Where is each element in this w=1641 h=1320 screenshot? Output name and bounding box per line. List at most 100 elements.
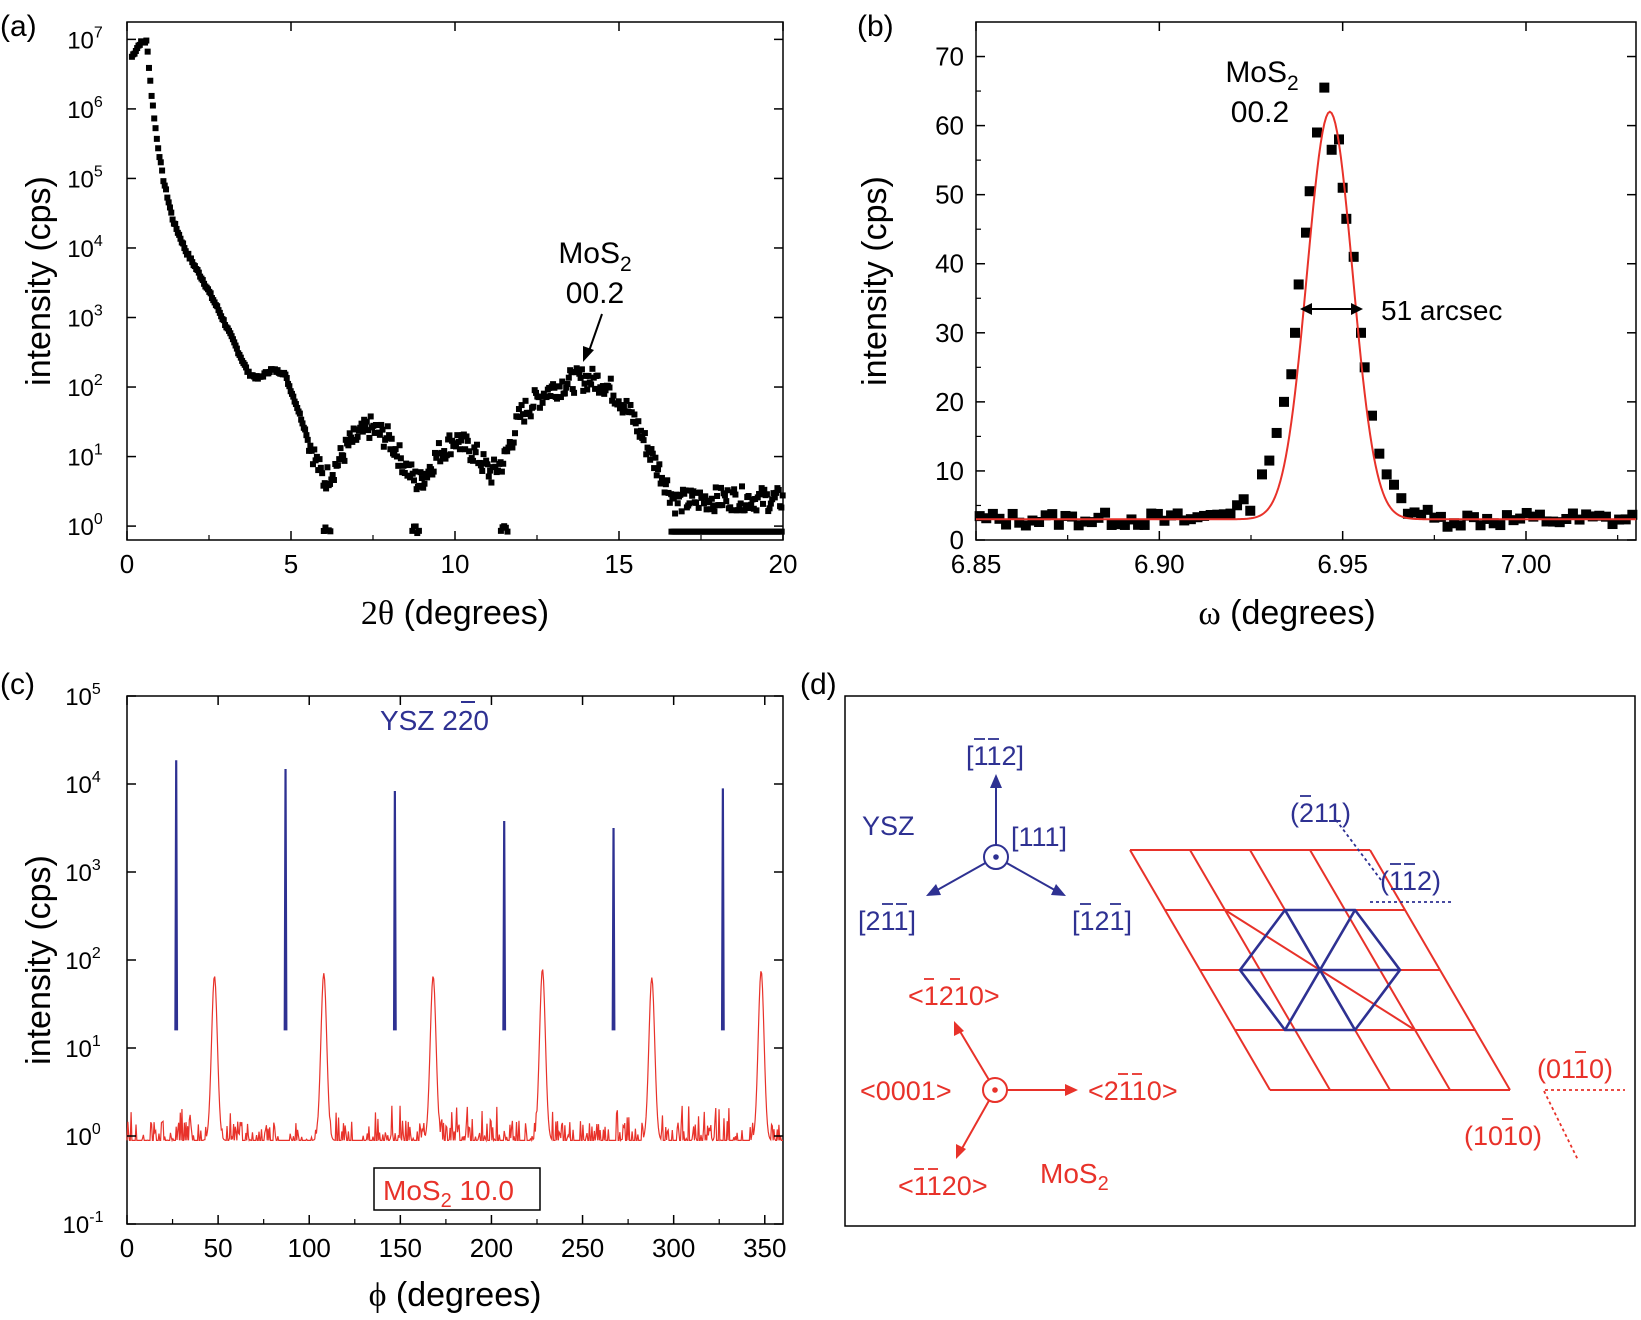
chart-a-point (668, 491, 675, 498)
chart-c-ytick-label: 105 (65, 681, 101, 711)
chart-c-frame (126, 695, 784, 1225)
mos2-title: MoS2 (1040, 1158, 1109, 1195)
chart-a-point (346, 430, 353, 437)
chart-a-point (708, 495, 715, 502)
chart-a-point (533, 389, 540, 396)
chart-a-ytick-label: 101 (67, 442, 103, 472)
chart-a-point (700, 500, 707, 507)
chart-a-ytick-label: 104 (67, 233, 103, 263)
chart-a-point (652, 454, 659, 461)
chart-a-point (763, 491, 770, 498)
ysz-axis-out-dot (993, 854, 999, 860)
chart-a-point (742, 502, 749, 509)
chart-a-point (299, 420, 306, 427)
chart-b-point (1554, 517, 1565, 528)
chart-a-point (620, 403, 627, 410)
chart-a-floor-point (504, 528, 511, 535)
chart-a-point (779, 492, 786, 499)
chart-a-point (229, 336, 236, 343)
chart-a-point (424, 474, 431, 481)
chart-a-point (585, 372, 592, 379)
chart-a-point (168, 209, 175, 216)
chart-b-peak-point (1389, 479, 1399, 490)
chart-a-ytick-label: 105 (67, 163, 103, 193)
chart-a-point (753, 507, 760, 514)
chart-a-point (491, 456, 498, 463)
ysz-overbars (882, 738, 1121, 905)
chart-a-point (311, 446, 318, 453)
chart-a-point (296, 410, 303, 417)
chart-a-point (637, 427, 644, 434)
mos2-overbars (914, 978, 1142, 1170)
chart-a-point (430, 468, 437, 475)
chart-a-point (757, 491, 764, 498)
chart-a-point (580, 387, 587, 394)
chart-a-point (378, 421, 385, 428)
chart-a-point (420, 484, 427, 491)
chart-b-point (1053, 519, 1064, 530)
chart-a-point (395, 462, 402, 469)
chart-a-ytick-label: 107 (67, 24, 103, 54)
chart-a-point (741, 507, 748, 514)
chart-a-point (540, 390, 547, 397)
chart-a-point (447, 451, 454, 458)
chart-a-point (303, 432, 310, 439)
chart-b-point (1238, 494, 1249, 505)
chart-a-point (435, 440, 442, 447)
chart-a-point (147, 77, 154, 84)
chart-a-ylabel: intensity (cps) (20, 176, 58, 386)
chart-a-point (724, 487, 731, 494)
chart-a-point (485, 473, 492, 480)
chart-c-xtick-label: 150 (379, 1233, 422, 1263)
chart-a-point (433, 454, 440, 461)
chart-a-xlabel-text: (degrees) (394, 594, 549, 632)
chart-a-point (543, 394, 550, 401)
chart-a-point (243, 364, 250, 371)
chart-a-point (551, 384, 558, 391)
chart-a-point (509, 444, 516, 451)
chart-a-point (165, 199, 172, 206)
chart-a-point (547, 393, 554, 400)
chart-a-point (416, 482, 423, 489)
mos2-dir-up: <1210> (908, 981, 1000, 1011)
chart-b-point (1073, 520, 1084, 531)
chart-a-point (615, 398, 622, 405)
chart-a-point (231, 339, 238, 346)
chart-a-point (598, 387, 605, 394)
chart-a-point (505, 444, 512, 451)
chart-a-point (557, 394, 564, 401)
chart-b-point (1034, 517, 1045, 528)
chart-a-point (578, 366, 585, 373)
chart-a-point (161, 182, 168, 189)
chart-a-point (233, 345, 240, 352)
chart-b-point (1225, 508, 1236, 519)
chart-a-arrow (587, 313, 603, 355)
chart-b-xtick-label: 6.90 (1134, 549, 1185, 579)
chart-b-point (1534, 509, 1545, 520)
chart-b-annotation: MoS2 (1225, 56, 1298, 95)
chart-a-xtick-label: 0 (120, 549, 134, 579)
chart-b-point (1199, 510, 1210, 521)
chart-a-point (644, 444, 651, 451)
chart-a-point (159, 167, 166, 174)
plane-1010-line (1543, 1090, 1579, 1161)
chart-a-point (437, 458, 444, 465)
chart-a-point (703, 506, 710, 513)
chart-c-ylabel: intensity (cps) (20, 855, 58, 1065)
chart-a-point (487, 467, 494, 474)
chart-a-point (207, 290, 214, 297)
chart-b-point (1528, 511, 1539, 522)
chart-a-point (614, 401, 621, 408)
ysz-arrowhead-up (990, 774, 1002, 788)
chart-b-point (1192, 512, 1203, 523)
chart-a-point (380, 443, 387, 450)
chart-a-point (317, 464, 324, 471)
chart-b-point (1627, 509, 1638, 520)
chart-a-point (353, 436, 360, 443)
chart-a-point (341, 457, 348, 464)
chart-c-xtick-label: 200 (470, 1233, 513, 1263)
chart-b-ytick-label: 50 (935, 180, 964, 210)
chart-a-ytick-label: 103 (67, 303, 103, 333)
chart-b-point (1396, 493, 1407, 504)
